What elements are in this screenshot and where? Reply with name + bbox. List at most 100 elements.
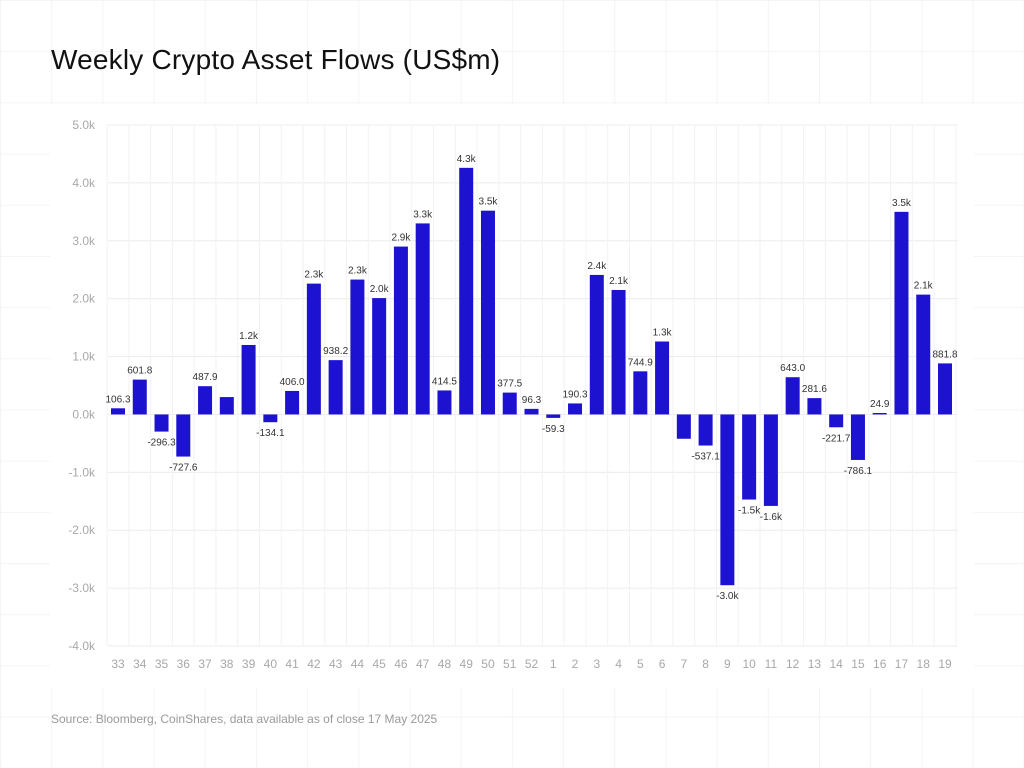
data-label: 2.4k [587,261,607,272]
bar-week-1 [546,414,561,418]
data-label: 414.5 [432,376,457,387]
data-label: 24.9 [870,399,890,410]
data-label: -786.1 [844,466,873,477]
bar-week-2 [568,403,583,415]
y-tick-label: -4.0k [68,639,96,653]
data-label: -537.1 [691,452,720,463]
x-tick-label: 7 [680,657,687,671]
x-tick-label: 16 [873,657,887,671]
x-tick-label: 41 [285,657,299,671]
data-label: -221.7 [822,433,851,444]
x-tick-label: 15 [851,657,865,671]
x-tick-label: 33 [111,657,125,671]
bar-week-51 [502,392,517,415]
bar-week-13 [807,398,822,415]
data-label: 601.8 [127,366,152,377]
data-label: 106.3 [105,394,130,405]
bar-week-48 [437,390,452,415]
x-tick-label: 46 [394,657,408,671]
bar-week-49 [459,167,474,415]
bar-week-11 [763,414,778,506]
x-tick-label: 47 [416,657,430,671]
y-tick-label: 4.0k [72,176,96,190]
data-label: -296.3 [147,438,176,449]
y-tick-label: 3.0k [72,234,96,248]
y-tick-label: 1.0k [72,350,96,364]
x-tick-label: 5 [637,657,644,671]
x-tick-label: 11 [765,657,778,671]
bar-week-14 [829,414,844,428]
data-label: 487.9 [193,372,218,383]
data-label: 96.3 [522,395,542,406]
data-label: 2.1k [609,276,629,287]
x-tick-label: 19 [938,657,952,671]
x-tick-label: 1 [550,657,557,671]
x-tick-label: 12 [786,657,800,671]
bar-week-41 [285,390,300,415]
y-tick-label: 2.0k [72,292,96,306]
data-label: 2.1k [914,281,934,292]
x-tick-label: 3 [593,657,600,671]
bar-week-3 [589,274,604,415]
y-tick-label: 0.0k [72,407,96,421]
x-tick-label: 10 [742,657,756,671]
data-label: -3.0k [716,591,739,602]
bar-week-16 [872,413,887,415]
data-label: 2.0k [370,284,390,295]
data-label: -134.1 [256,428,285,439]
x-tick-label: 34 [133,657,147,671]
y-tick-label: -1.0k [68,465,96,479]
y-tick-label: -3.0k [68,581,96,595]
x-tick-label: 40 [264,657,278,671]
bar-week-35 [154,414,169,432]
x-tick-label: 50 [481,657,495,671]
data-label: 3.5k [892,198,912,209]
x-tick-label: 13 [808,657,822,671]
bar-week-50 [480,210,495,415]
x-tick-label: 38 [220,657,234,671]
x-tick-label: 36 [177,657,191,671]
data-label: 2.3k [348,266,368,277]
bar-week-12 [785,377,800,415]
x-tick-label: 48 [438,657,452,671]
x-tick-label: 35 [155,657,169,671]
bar-week-17 [894,211,909,415]
x-tick-label: 8 [702,657,709,671]
bar-week-19 [938,363,952,415]
bar-week-34 [132,379,147,415]
data-label: -1.5k [738,506,761,517]
bar-week-52 [524,408,539,415]
x-tick-label: 52 [525,657,539,671]
data-label: 1.2k [239,331,259,342]
data-label: -1.6k [760,512,783,523]
data-label: 3.5k [479,197,499,208]
bar-week-43 [328,360,343,415]
y-tick-label: -2.0k [68,523,96,537]
x-tick-label: 17 [895,657,909,671]
bar-week-42 [306,283,321,415]
data-label: -59.3 [542,424,565,435]
x-tick-label: 51 [503,657,517,671]
bar-week-18 [916,294,931,415]
data-label: 406.0 [280,377,305,388]
x-tick-label: 2 [572,657,579,671]
data-label: 643.0 [780,363,805,374]
x-tick-label: 39 [242,657,256,671]
bar-week-5 [633,371,648,415]
bar-week-40 [263,414,278,423]
bar-week-4 [611,289,626,415]
data-label: 744.9 [628,357,653,368]
x-tick-label: 4 [615,657,622,671]
x-tick-label: 18 [917,657,931,671]
data-label: 377.5 [497,379,522,390]
x-tick-label: 9 [724,657,731,671]
x-tick-label: 6 [659,657,666,671]
source-note: Source: Bloomberg, CoinShares, data avai… [51,712,438,726]
bar-week-10 [742,414,757,500]
x-tick-label: 49 [460,657,474,671]
data-label: 881.8 [932,349,957,360]
bar-week-15 [850,414,865,460]
x-tick-label: 14 [830,657,844,671]
bar-week-7 [676,414,691,439]
